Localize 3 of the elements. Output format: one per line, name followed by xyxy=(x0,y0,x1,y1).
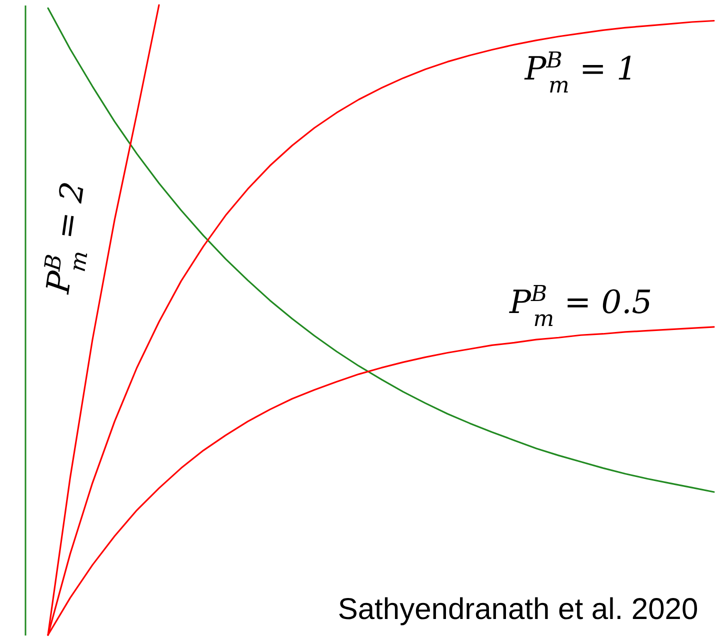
series-label: P$^{B}$$_{m}$ = 0.5 xyxy=(508,282,652,332)
series-label: P$^{B}$$_{m}$ = 1 xyxy=(524,48,637,98)
annotation: Sathyendranath et al. 2020 xyxy=(338,593,698,626)
